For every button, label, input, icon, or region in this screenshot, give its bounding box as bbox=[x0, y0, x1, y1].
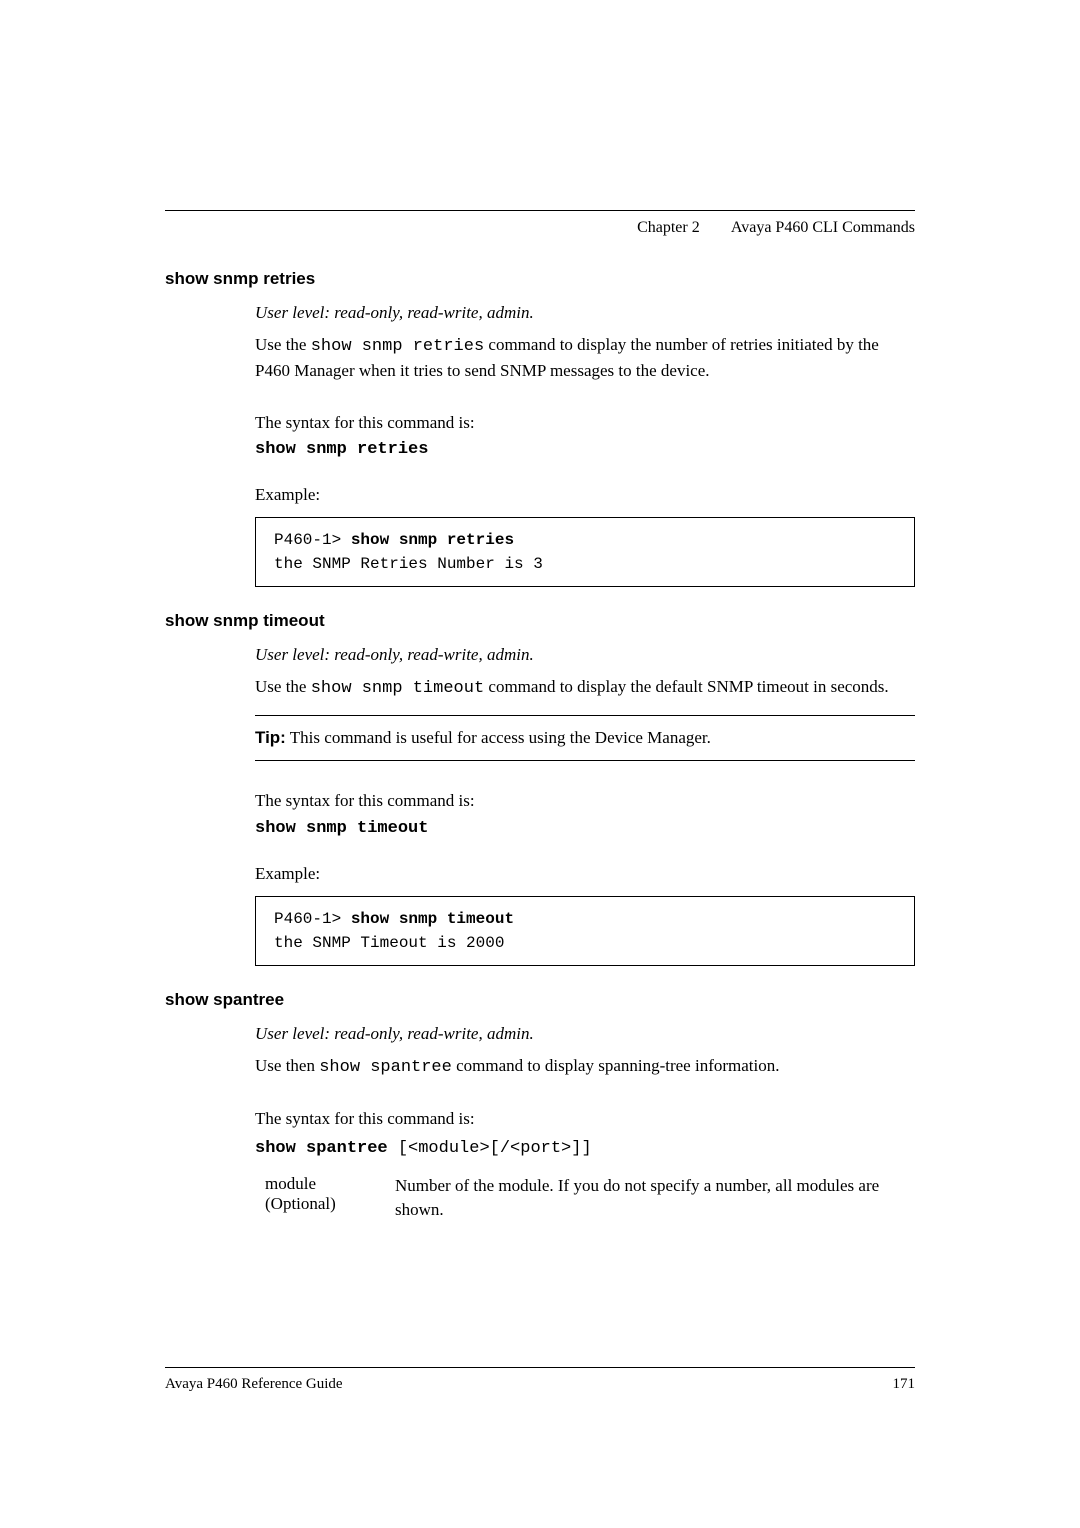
example-label-retries: Example: bbox=[255, 483, 915, 507]
desc-prefix-2: Use the bbox=[255, 677, 311, 696]
example-cmd-2: show snmp timeout bbox=[351, 910, 514, 928]
footer-rule bbox=[165, 1367, 915, 1368]
example-line1: P460-1> show snmp retries bbox=[274, 528, 896, 552]
desc-suffix-2: command to display the default SNMP time… bbox=[484, 677, 889, 696]
tip-section: Tip: This command is useful for access u… bbox=[255, 715, 915, 761]
param-name-module: module (Optional) bbox=[255, 1174, 395, 1222]
header-rule bbox=[165, 210, 915, 211]
tip-rule-top bbox=[255, 715, 915, 716]
param-row-module: module (Optional) Number of the module. … bbox=[255, 1174, 915, 1222]
desc-suffix-3: command to display spanning-tree informa… bbox=[452, 1056, 780, 1075]
example-cmd: show snmp retries bbox=[351, 531, 514, 549]
syntax-intro-retries: The syntax for this command is: bbox=[255, 411, 915, 435]
example-output: the SNMP Retries Number is 3 bbox=[274, 552, 896, 576]
desc-retries: Use the show snmp retries command to dis… bbox=[255, 333, 915, 383]
example-label-timeout: Example: bbox=[255, 862, 915, 886]
param-optional: (Optional) bbox=[265, 1194, 395, 1214]
syntax-args-spantree: [<module>[/<port>]] bbox=[388, 1139, 592, 1158]
cmd-inline: show snmp retries bbox=[311, 337, 484, 356]
example-prompt: P460-1> bbox=[274, 531, 351, 549]
syntax-intro-spantree: The syntax for this command is: bbox=[255, 1107, 915, 1131]
section-title-timeout: show snmp timeout bbox=[165, 611, 915, 631]
chapter-label: Chapter 2 bbox=[637, 219, 700, 236]
user-level-spantree: User level: read-only, read-write, admin… bbox=[255, 1024, 915, 1044]
page-footer: Avaya P460 Reference Guide 171 bbox=[165, 1367, 915, 1393]
syntax-cmd-spantree: show spantree bbox=[255, 1139, 388, 1158]
tip-label: Tip: bbox=[255, 728, 286, 747]
cmd-inline-3: show spantree bbox=[319, 1058, 452, 1077]
tip-rule-bottom bbox=[255, 760, 915, 761]
example-output-2: the SNMP Timeout is 2000 bbox=[274, 931, 896, 955]
example-prompt-2: P460-1> bbox=[274, 910, 351, 928]
example-box-timeout: P460-1> show snmp timeout the SNMP Timeo… bbox=[255, 896, 915, 966]
desc-spantree: Use then show spantree command to displa… bbox=[255, 1054, 915, 1080]
footer-page: 171 bbox=[893, 1376, 916, 1393]
example-line1-2: P460-1> show snmp timeout bbox=[274, 907, 896, 931]
footer-guide: Avaya P460 Reference Guide bbox=[165, 1376, 343, 1393]
param-label: module bbox=[265, 1174, 395, 1194]
tip-body: This command is useful for access using … bbox=[286, 728, 711, 747]
syntax-line-spantree: show spantree [<module>[/<port>]] bbox=[255, 1137, 915, 1158]
syntax-cmd-retries: show snmp retries bbox=[255, 440, 915, 459]
param-desc-module: Number of the module. If you do not spec… bbox=[395, 1174, 915, 1222]
syntax-cmd-timeout: show snmp timeout bbox=[255, 819, 915, 838]
section-title-spantree: show spantree bbox=[165, 990, 915, 1010]
user-level-timeout: User level: read-only, read-write, admin… bbox=[255, 645, 915, 665]
user-level-retries: User level: read-only, read-write, admin… bbox=[255, 303, 915, 323]
cmd-inline-2: show snmp timeout bbox=[311, 679, 484, 698]
desc-prefix-3: Use then bbox=[255, 1056, 319, 1075]
syntax-intro-timeout: The syntax for this command is: bbox=[255, 789, 915, 813]
desc-timeout: Use the show snmp timeout command to dis… bbox=[255, 675, 915, 701]
section-title-retries: show snmp retries bbox=[165, 269, 915, 289]
example-box-retries: P460-1> show snmp retries the SNMP Retri… bbox=[255, 517, 915, 587]
desc-prefix: Use the bbox=[255, 335, 311, 354]
header-title: Avaya P460 CLI Commands bbox=[731, 219, 915, 236]
page-header: Chapter 2 Avaya P460 CLI Commands bbox=[165, 219, 915, 237]
tip-text: Tip: This command is useful for access u… bbox=[255, 728, 915, 748]
